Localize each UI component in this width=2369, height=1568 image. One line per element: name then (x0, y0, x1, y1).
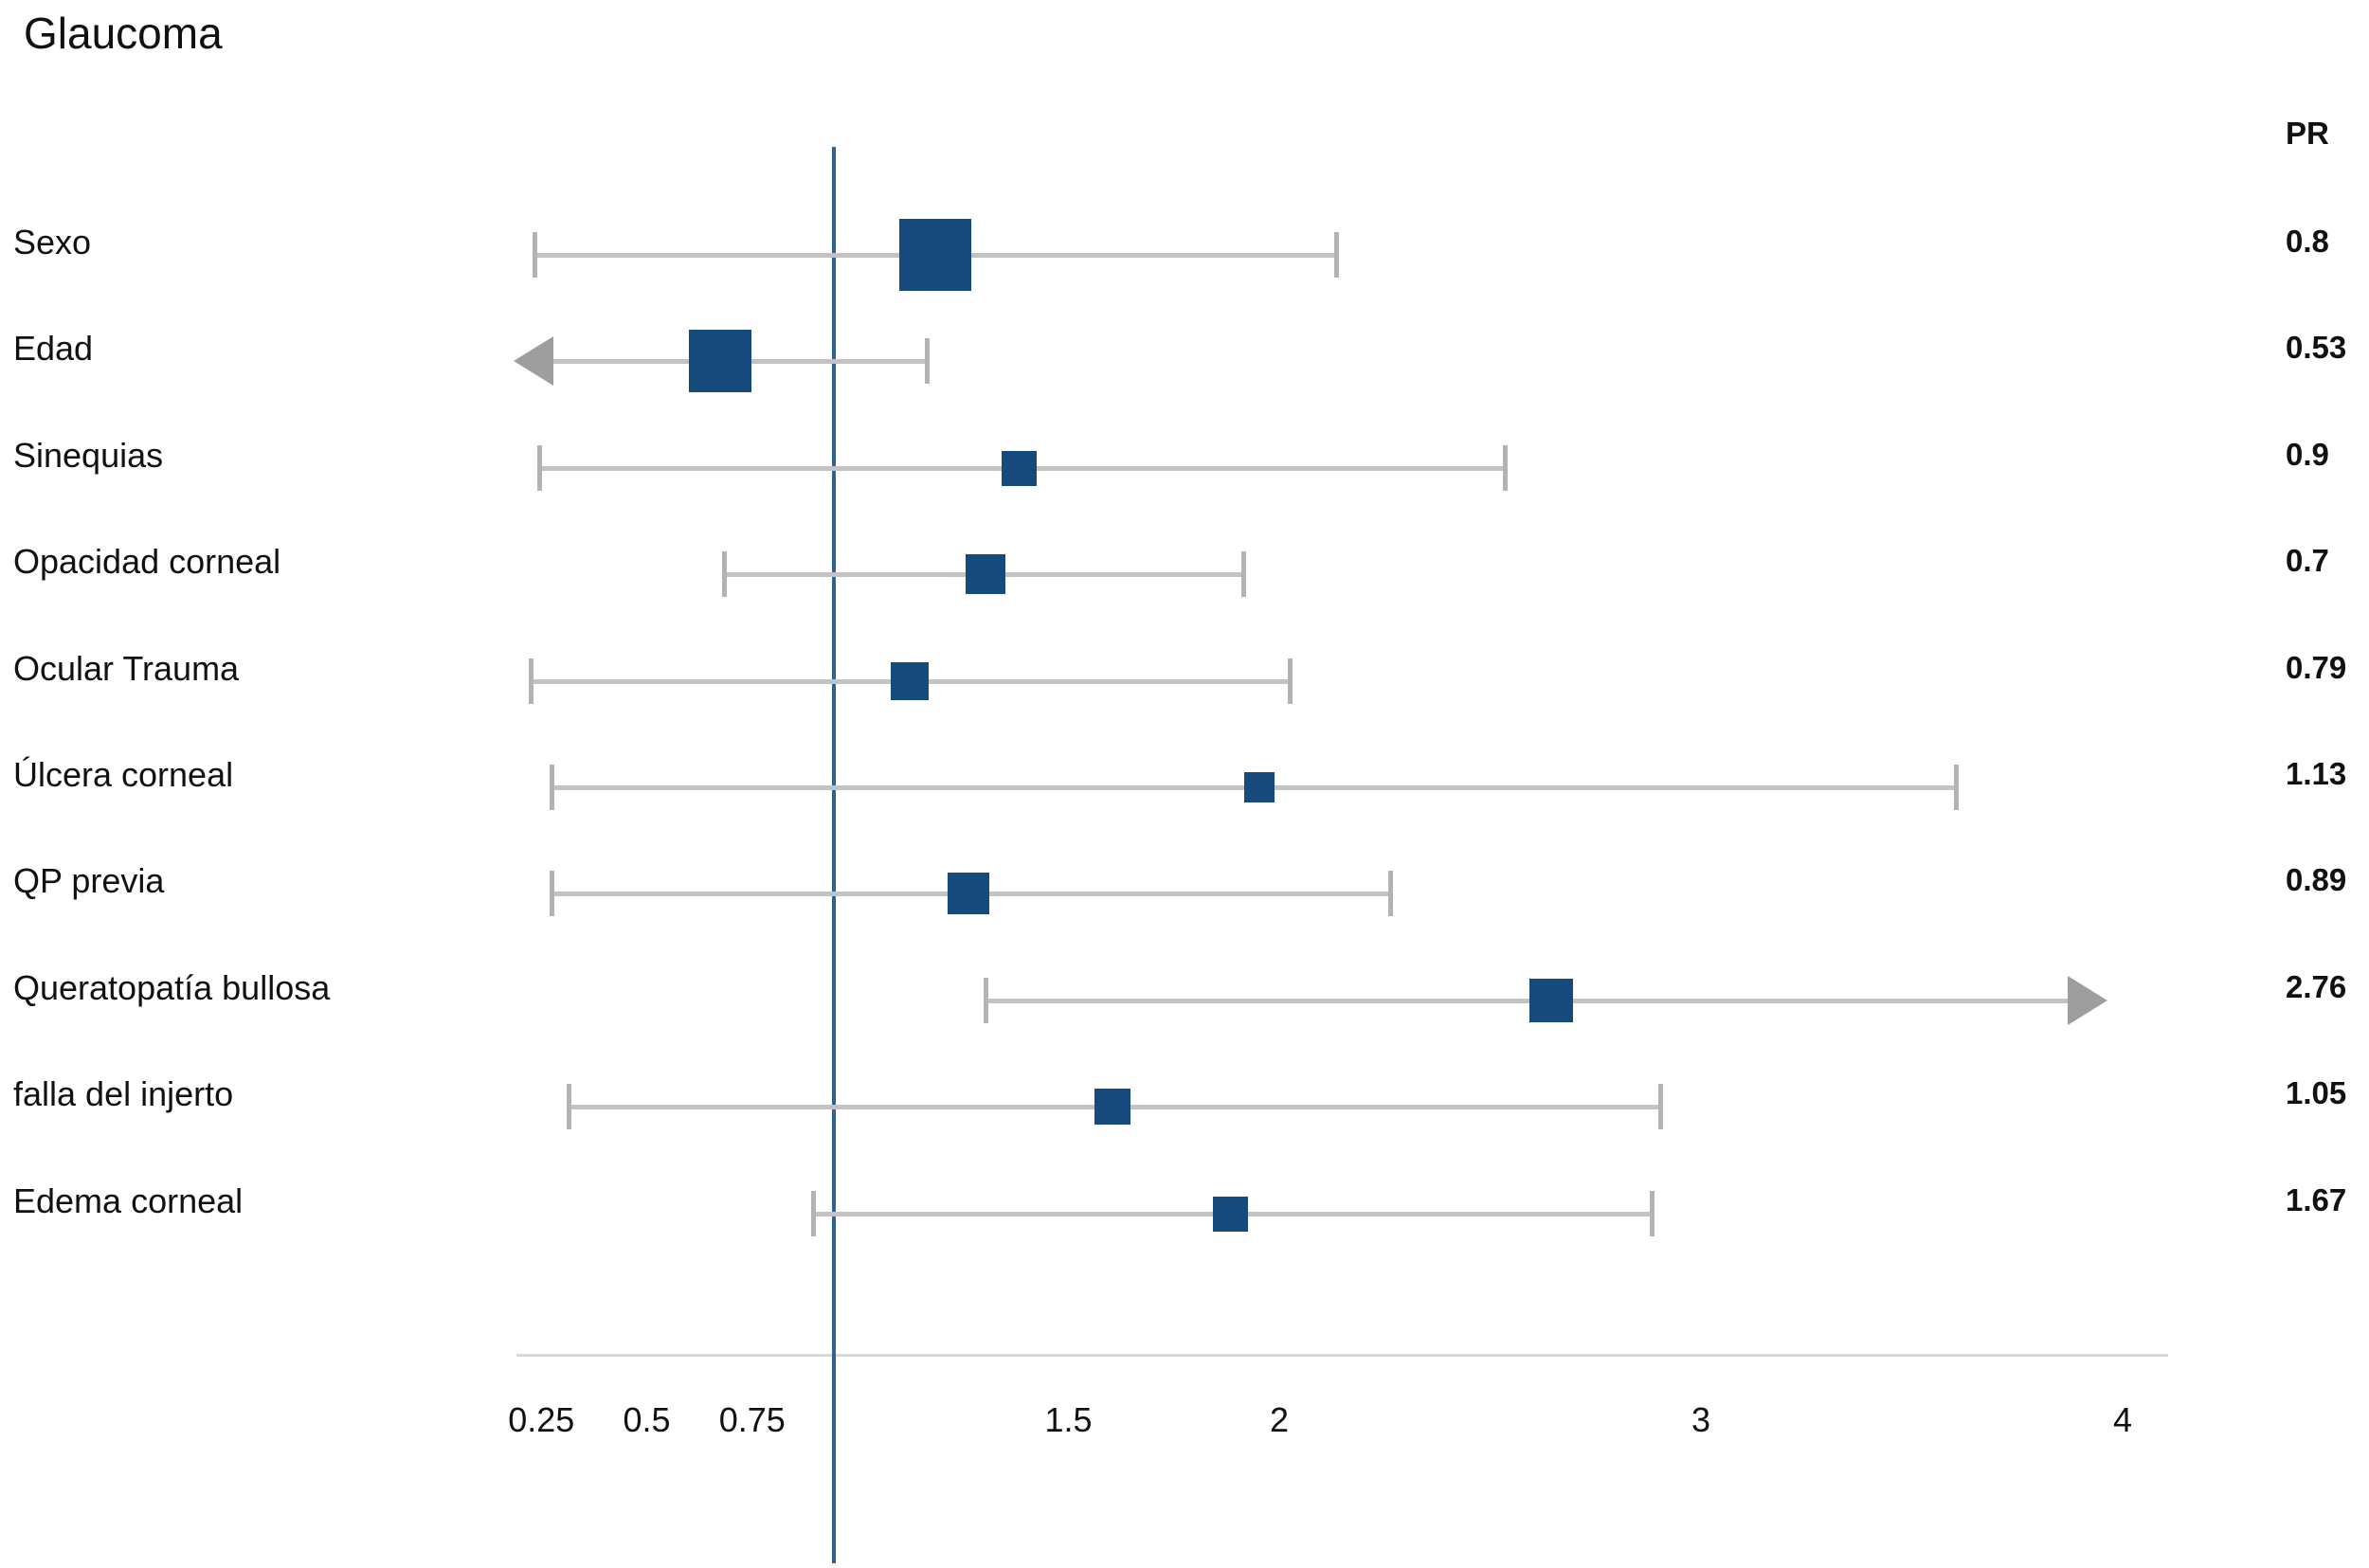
ci-cap-right (1287, 658, 1293, 704)
point-estimate-marker (1094, 1089, 1130, 1125)
pr-value: 2.76 (2286, 969, 2347, 1004)
pr-value: 0.79 (2286, 650, 2347, 685)
row-label: Sinequias (13, 436, 164, 475)
ci-cap-left (536, 445, 542, 491)
row-label: Edad (13, 329, 94, 368)
row-label: Úlcera corneal (13, 755, 234, 794)
pr-value: 0.7 (2286, 543, 2329, 578)
pr-column-header: PR (2286, 116, 2329, 151)
axis-tick-label: 3 (1691, 1400, 1711, 1439)
point-estimate-marker (1244, 772, 1275, 802)
ci-cap-left (533, 232, 538, 278)
ci-cap-left (722, 551, 728, 597)
x-axis-line (516, 1354, 2168, 1357)
row-label: QP previa (13, 861, 165, 900)
pr-value: 0.53 (2286, 330, 2347, 365)
pr-value: 0.89 (2286, 862, 2347, 897)
row-label: Ocular Trauma (13, 649, 240, 688)
point-estimate-marker (688, 330, 751, 392)
ci-cap-right (1502, 445, 1508, 491)
point-estimate-marker (1002, 450, 1038, 486)
ci-cap-right (1953, 765, 1959, 810)
reference-line (832, 147, 836, 1563)
row-label: Opacidad corneal (13, 542, 281, 581)
axis-tick-label: 0.75 (718, 1400, 786, 1439)
ci-cap-right (1658, 1084, 1664, 1129)
point-estimate-marker (948, 873, 990, 914)
point-estimate-marker (898, 219, 971, 291)
point-estimate-marker (966, 554, 1006, 594)
ci-cap-left (528, 658, 533, 704)
ci-cap-right (1388, 871, 1394, 916)
row-label: Queratopatía bullosa (13, 968, 331, 1007)
axis-tick-label: 0.5 (623, 1400, 671, 1439)
pr-value: 0.8 (2286, 224, 2329, 259)
axis-tick-label: 0.25 (508, 1400, 575, 1439)
row-label: falla del injerto (13, 1074, 234, 1113)
ci-cap-left (810, 1191, 816, 1236)
ci-line (986, 999, 2071, 1003)
point-estimate-marker (1212, 1196, 1248, 1232)
row-label: Sexo (13, 223, 92, 261)
arrow-left-icon (513, 336, 553, 386)
ci-cap-right (1333, 232, 1339, 278)
ci-cap-left (549, 871, 554, 916)
ci-cap-left (549, 765, 554, 810)
axis-tick-label: 2 (1269, 1400, 1290, 1439)
arrow-right-icon (2067, 976, 2107, 1025)
ci-cap-right (1650, 1191, 1655, 1236)
ci-cap-left (566, 1084, 571, 1129)
chart-title: Glaucoma (24, 9, 223, 58)
pr-value: 1.13 (2286, 756, 2347, 791)
pr-value: 1.05 (2286, 1075, 2347, 1110)
row-label: Edema corneal (13, 1181, 244, 1220)
point-estimate-marker (1528, 979, 1573, 1022)
pr-value: 1.67 (2286, 1182, 2347, 1217)
pr-value: 0.9 (2286, 437, 2329, 472)
ci-cap-right (924, 338, 930, 384)
axis-tick-label: 1.5 (1044, 1400, 1093, 1439)
axis-tick-label: 4 (2112, 1400, 2133, 1439)
ci-cap-right (1240, 551, 1246, 597)
point-estimate-marker (891, 662, 930, 700)
ci-cap-left (984, 978, 989, 1023)
